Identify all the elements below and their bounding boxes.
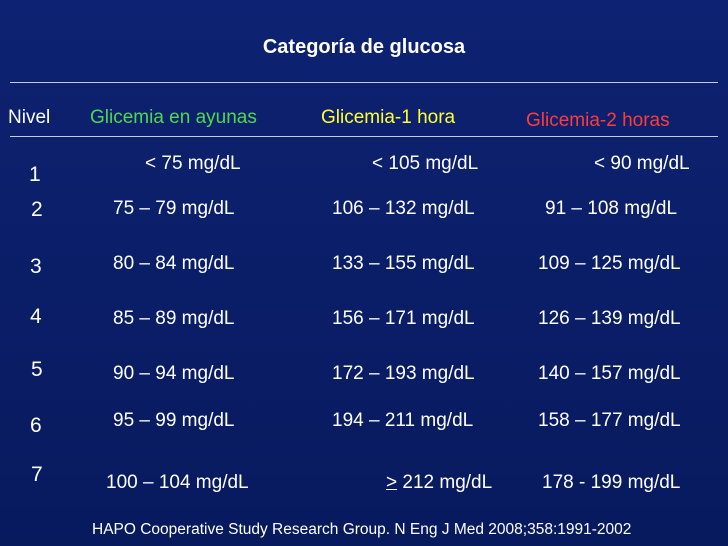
row-3-nivel: 3 [30,255,42,278]
row-7-hora2: 178 - 199 mg/dL [542,472,681,493]
row-5-hora1: 172 – 193 mg/dL [332,363,475,384]
row-6-ayunas: 95 – 99 mg/dL [113,410,235,431]
row-4-hora2: 126 – 139 mg/dL [538,308,681,329]
row-5-nivel: 5 [31,358,43,381]
row-6-hora2: 158 – 177 mg/dL [538,410,681,431]
row-1-hora1: < 105 mg/dL [372,153,479,174]
row-2-hora2: 91 – 108 mg/dL [545,198,678,219]
row-4-ayunas: 85 – 89 mg/dL [113,308,235,329]
header-glicemia-ayunas: Glicemia en ayunas [90,107,257,128]
row-7-hora1-value: 212 mg/dL [397,472,493,493]
header-nivel: Nivel [8,107,51,128]
page-title: Categoría de glucosa [262,36,466,58]
row-6-nivel: 6 [30,414,42,437]
row-6-hora1: 194 – 211 mg/dL [332,410,474,431]
row-2-ayunas: 75 – 79 mg/dL [113,198,235,219]
row-1-hora2: < 90 mg/dL [594,153,690,174]
row-2-nivel: 2 [31,198,43,221]
divider-header [10,136,718,137]
row-7-ayunas: 100 – 104 mg/dL [106,472,249,493]
row-4-nivel: 4 [30,305,42,328]
greater-equal-symbol: > [386,472,398,493]
row-1-ayunas: < 75 mg/dL [145,153,241,174]
row-7-nivel: 7 [31,463,43,486]
row-3-hora2: 109 – 125 mg/dL [538,253,681,274]
divider-top [10,82,718,83]
header-glicemia-2-horas: Glicemia-2 horas [526,110,670,131]
row-3-hora1: 133 – 155 mg/dL [332,253,475,274]
row-3-ayunas: 80 – 84 mg/dL [113,253,235,274]
row-2-hora1: 106 – 132 mg/dL [332,198,475,219]
footer-citation: HAPO Cooperative Study Research Group. N… [92,521,632,538]
row-7-hora1: > 212 mg/dL [386,472,492,494]
row-5-ayunas: 90 – 94 mg/dL [113,363,235,384]
row-4-hora1: 156 – 171 mg/dL [332,308,475,329]
header-glicemia-1-hora: Glicemia-1 hora [321,107,456,128]
row-1-nivel: 1 [29,163,41,186]
row-5-hora2: 140 – 157 mg/dL [538,363,681,384]
